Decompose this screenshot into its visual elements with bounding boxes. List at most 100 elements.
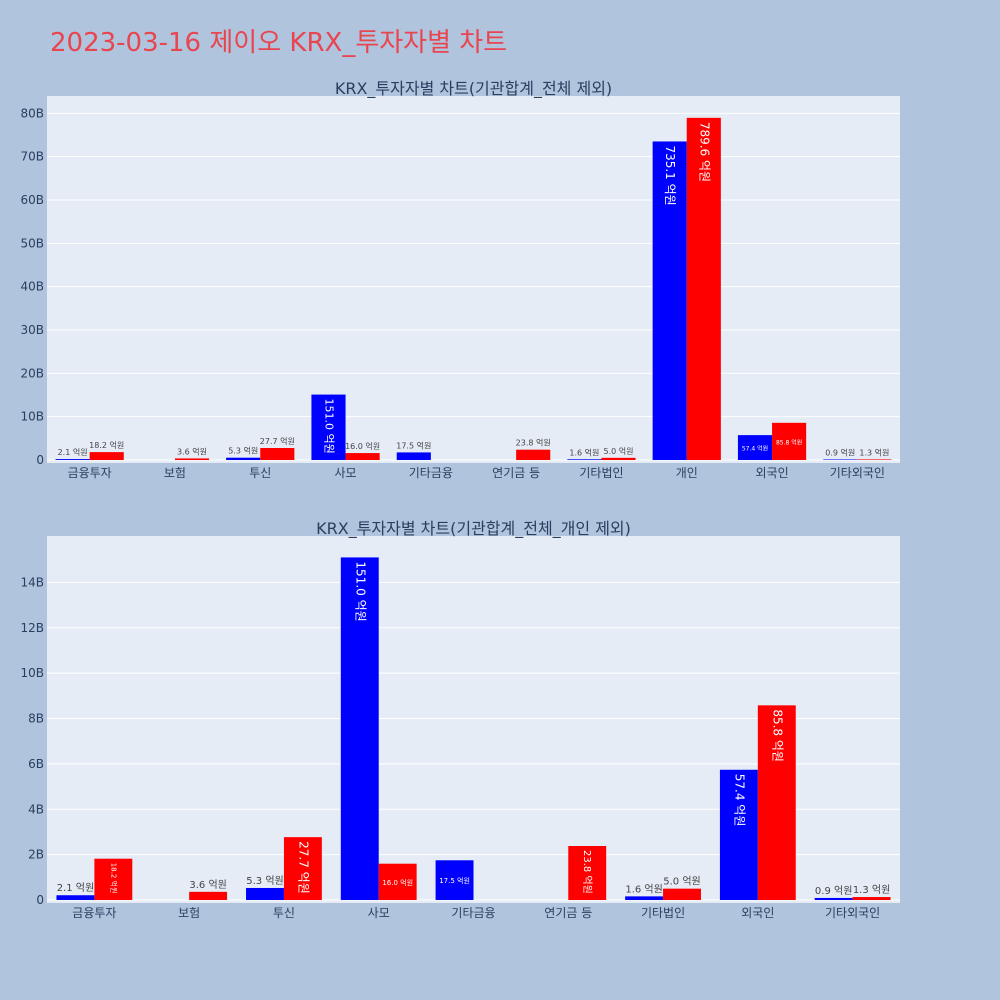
x-tick-label: 금융투자 <box>72 906 116 920</box>
bar-sell <box>260 447 295 460</box>
x-tick-label: 사모 <box>335 466 357 480</box>
data-label: 5.0 억원 <box>604 446 634 456</box>
data-label: 23.8 억원 <box>516 438 551 448</box>
bar-sell <box>378 863 417 900</box>
x-tick-label: 개인 <box>676 466 698 480</box>
data-label: 1.6 억원 <box>569 447 599 457</box>
x-tick-label: 연기금 등 <box>492 466 540 480</box>
x-tick-label: 기타금융 <box>451 906 495 920</box>
bar-sell <box>174 458 210 460</box>
chart-2: 0 2B 4B 6B 8B 10B 12B 14B KRX_투자자별 차트(기관합계_전체_개인… <box>20 519 900 920</box>
data-label: 23.8 억원 <box>581 850 593 894</box>
y-tick-label: 80B <box>20 106 44 120</box>
data-label: 17.5 억원 <box>439 876 470 885</box>
bar-sell <box>189 891 228 900</box>
page-title: 2023-03-16 제이오 KRX_투자자별 차트 <box>50 28 508 58</box>
bar-sell <box>772 422 807 460</box>
bar-sell <box>283 837 322 900</box>
y-tick-label: 20B <box>20 366 44 380</box>
x-tick-label: 금융투자 <box>68 466 112 480</box>
y-tick-label: 60B <box>20 193 44 207</box>
plot-area <box>47 96 900 463</box>
data-label: 0.9 억원 <box>815 885 852 897</box>
y-tick-label: 10B <box>20 410 44 424</box>
chart-title: KRX_투자자별 차트(기관합계_전체 제외) <box>335 79 612 99</box>
data-label: 57.4 억원 <box>732 774 746 827</box>
y-tick-label: 6B <box>28 757 44 771</box>
data-label: 18.2 억원 <box>109 863 118 894</box>
bar-sell <box>757 705 796 900</box>
x-tick-label: 외국인 <box>755 466 788 480</box>
data-label: 3.6 억원 <box>189 879 226 891</box>
bar-sell <box>568 846 607 900</box>
bar-sell <box>89 452 124 460</box>
bar-sell <box>516 449 551 460</box>
bar-buy <box>814 897 853 900</box>
bar-buy <box>652 141 687 460</box>
data-label: 17.5 억원 <box>396 440 431 450</box>
x-tick-label: 외국인 <box>741 906 774 920</box>
data-label: 27.7 억원 <box>260 436 295 446</box>
data-label: 2.1 억원 <box>57 882 94 894</box>
y-tick-label: 70B <box>20 150 44 164</box>
data-label: 5.3 억원 <box>228 446 258 456</box>
bar-buy <box>226 457 261 460</box>
bar-buy <box>56 895 95 900</box>
data-label: 2.1 억원 <box>58 447 88 457</box>
data-label: 151.0 억원 <box>353 561 367 621</box>
y-tick-label: 8B <box>28 712 44 726</box>
data-label: 18.2 억원 <box>89 440 124 450</box>
y-tick-label: 2B <box>28 848 44 862</box>
data-label: 27.7 억원 <box>296 841 310 894</box>
data-label: 85.8 억원 <box>776 438 802 446</box>
x-tick-label: 보험 <box>178 906 200 920</box>
bar-sell <box>686 117 721 460</box>
data-label: 16.0 억원 <box>382 878 413 887</box>
x-tick-label: 투신 <box>249 466 271 480</box>
bar-sell <box>663 888 701 900</box>
y-tick-label: 0 <box>36 893 44 907</box>
bar-buy <box>396 452 431 460</box>
y-tick-label: 12B <box>20 621 44 635</box>
y-tick-label: 30B <box>20 323 44 337</box>
bar-buy <box>246 887 284 900</box>
bar-buy <box>567 459 602 460</box>
bar-buy <box>435 860 474 900</box>
data-label: 5.3 억원 <box>246 875 283 887</box>
x-tick-label: 기타외국인 <box>825 906 880 920</box>
chart-1: 0 10B 20B 30B 40B 50B 60B 70B 80B KRX_투자자별 차트(기관합… <box>20 79 900 480</box>
bar-buy <box>311 394 346 460</box>
bar-buy <box>340 557 379 900</box>
y-tick-label: 50B <box>20 236 44 250</box>
bar-buy <box>737 435 773 460</box>
data-label: 16.0 억원 <box>345 441 380 451</box>
data-label: 1.3 억원 <box>853 884 890 896</box>
bar-buy <box>719 769 758 900</box>
x-tick-label: 기타외국인 <box>830 466 885 480</box>
data-label: 3.6 억원 <box>177 446 207 456</box>
y-tick-label: 10B <box>20 666 44 680</box>
x-tick-label: 기타법인 <box>641 906 685 920</box>
bar-sell <box>601 457 636 460</box>
data-label: 1.3 억원 <box>859 447 889 457</box>
data-label: 789.6 억원 <box>697 122 711 182</box>
data-label: 0.9 억원 <box>825 448 855 458</box>
bar-buy <box>55 459 90 460</box>
x-tick-label: 기타법인 <box>579 466 623 480</box>
x-tick-label: 기타금융 <box>409 466 453 480</box>
data-label: 85.8 억원 <box>770 709 784 762</box>
bar-sell <box>345 453 380 460</box>
data-label: 735.1 억원 <box>663 145 677 205</box>
data-label: 151.0 억원 <box>322 399 335 454</box>
y-tick-label: 4B <box>28 802 44 816</box>
x-tick-label: 사모 <box>368 906 390 920</box>
bar-buy <box>625 896 664 900</box>
data-label: 5.0 억원 <box>663 876 700 888</box>
x-tick-label: 연기금 등 <box>544 906 592 920</box>
y-tick-label: 14B <box>20 575 44 589</box>
bar-sell <box>94 858 133 900</box>
x-tick-label: 보험 <box>164 466 186 480</box>
x-tick-label: 투신 <box>273 906 295 920</box>
y-tick-label: 0 <box>36 453 44 467</box>
